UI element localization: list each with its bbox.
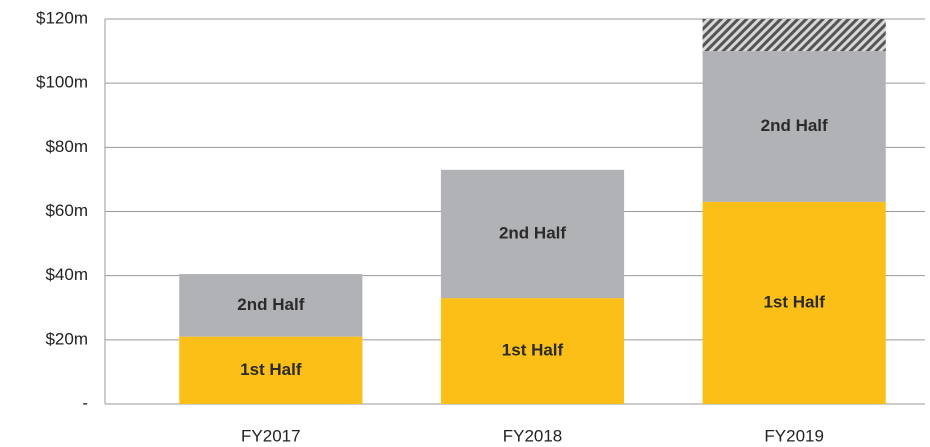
bar-segment — [440, 298, 625, 404]
segment-label: 1st Half — [240, 360, 302, 379]
y-tick-label: - — [82, 393, 88, 412]
segment-label: 1st Half — [502, 341, 564, 360]
x-tick-label: FY2018 — [503, 426, 563, 445]
y-tick-label: $100m — [36, 73, 88, 92]
y-tick-label: $60m — [45, 201, 88, 220]
y-tick-label: $80m — [45, 137, 88, 156]
y-tick-label: $40m — [45, 265, 88, 284]
x-tick-label: FY2017 — [241, 426, 301, 445]
bar-segment — [179, 274, 363, 337]
x-tick-label: FY2019 — [764, 426, 824, 445]
segment-label: 2nd Half — [237, 295, 304, 314]
y-tick-label: $20m — [45, 329, 88, 348]
bar-segment — [440, 169, 625, 299]
bar-segment — [702, 19, 886, 52]
segment-label: 2nd Half — [761, 116, 828, 135]
bar-segment — [179, 336, 363, 404]
y-tick-label: $120m — [36, 8, 88, 27]
bar-segment — [702, 201, 886, 404]
segment-label: 1st Half — [763, 292, 825, 311]
bar-segment — [702, 51, 886, 202]
segment-label: 2nd Half — [499, 223, 566, 242]
